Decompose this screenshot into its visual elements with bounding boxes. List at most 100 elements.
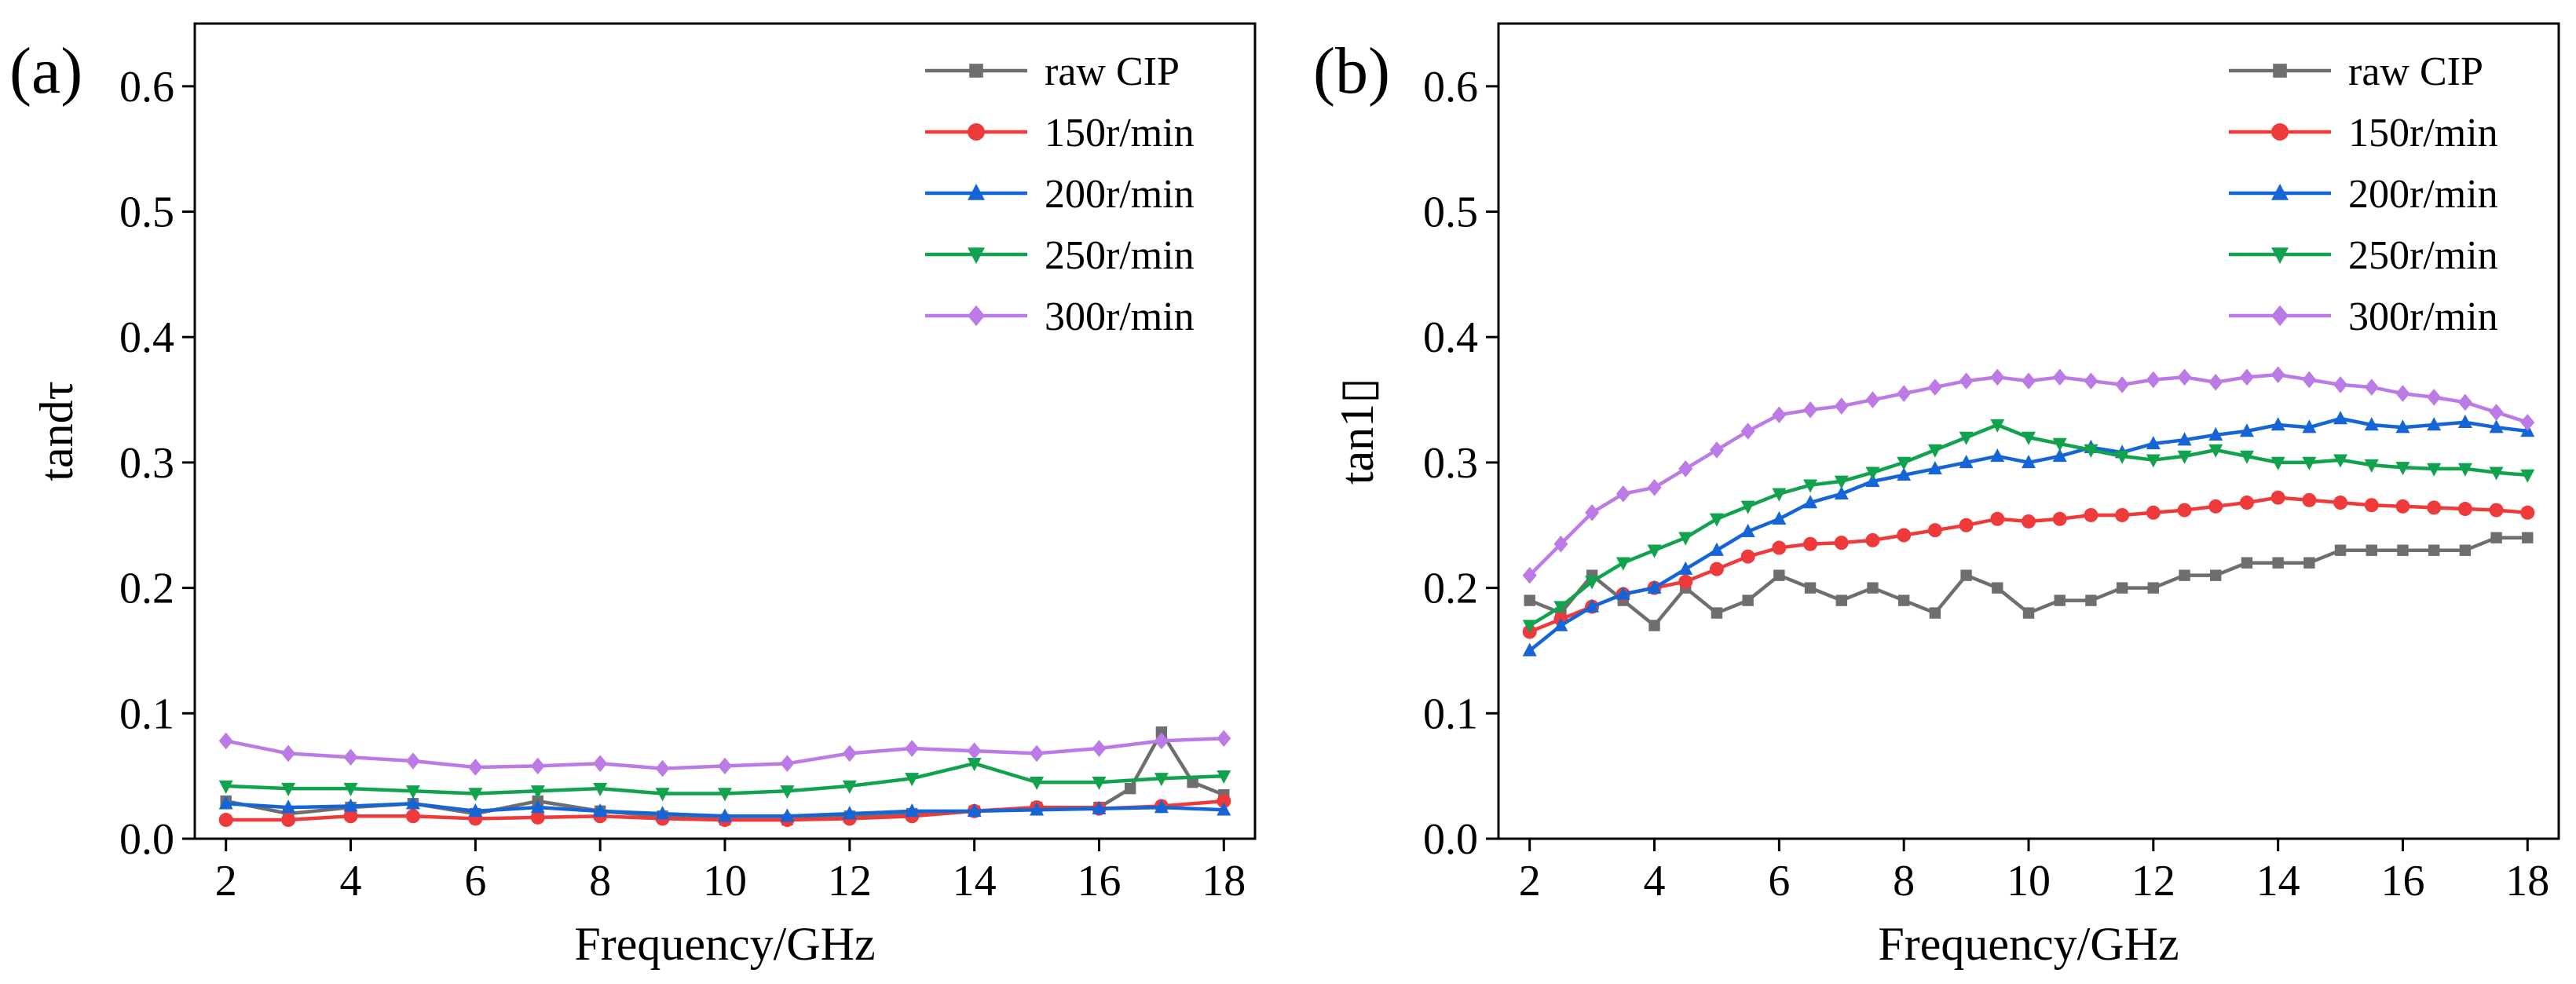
data-point: [1990, 511, 2005, 526]
data-point: [1834, 397, 1849, 415]
legend-marker: [968, 183, 985, 200]
x-tick-label: 4: [340, 857, 362, 905]
x-axis-label: Frequency/GHz: [574, 918, 875, 970]
data-point: [2022, 455, 2036, 469]
data-point: [1897, 466, 1912, 481]
data-point: [2333, 496, 2348, 510]
legend-marker: [968, 247, 985, 265]
data-point: [1092, 776, 1107, 791]
data-point: [1092, 740, 1107, 757]
x-tick-label: 14: [953, 857, 997, 905]
data-point: [2333, 376, 2348, 393]
x-tick-label: 2: [1519, 857, 1541, 905]
legend-entry: 200r/min: [925, 172, 1195, 217]
legend-entry: 250r/min: [2229, 233, 2498, 278]
data-point: [2022, 607, 2035, 619]
legend-label: 250r/min: [2348, 233, 2498, 278]
data-point: [1647, 580, 1662, 594]
data-point: [2208, 426, 2223, 441]
data-point: [1959, 455, 1974, 469]
data-point: [2022, 431, 2036, 445]
data-point: [1804, 582, 1817, 594]
legend-marker: [2271, 183, 2289, 200]
y-tick-label: 0.2: [119, 565, 174, 613]
data-point: [1927, 461, 1942, 475]
data-point: [2489, 466, 2504, 481]
data-point: [2241, 557, 2253, 569]
data-point: [1803, 479, 1818, 493]
y-tick-label: 0.0: [119, 815, 174, 864]
data-point: [1865, 391, 1880, 408]
legend-entry: 300r/min: [925, 294, 1195, 339]
data-point: [655, 806, 670, 820]
data-point: [1960, 569, 1972, 581]
data-point: [1772, 540, 1787, 555]
y-tick-label: 0.3: [1423, 439, 1478, 488]
data-point: [2054, 594, 2066, 606]
series-2: [218, 796, 1231, 822]
data-point: [1740, 500, 1755, 514]
data-point: [2022, 514, 2036, 529]
data-point: [593, 803, 608, 818]
data-point: [2489, 419, 2504, 433]
x-tick-label: 14: [2256, 857, 2300, 905]
data-point: [281, 813, 296, 828]
data-point: [780, 755, 795, 772]
legend-entry: 150r/min: [925, 111, 1195, 155]
data-point: [468, 803, 483, 818]
series-line: [1528, 372, 2530, 577]
data-point: [2146, 436, 2161, 450]
data-point: [1992, 582, 2003, 594]
data-point: [1990, 368, 2005, 386]
data-point: [1709, 562, 1724, 576]
data-point: [2520, 505, 2535, 520]
y-tick-label: 0.4: [1423, 313, 1478, 362]
data-point: [2115, 507, 2130, 522]
data-point: [2052, 368, 2067, 386]
data-point: [218, 796, 233, 810]
legend-entry: raw CIP: [925, 49, 1180, 94]
x-axis-label: Frequency/GHz: [1878, 918, 2179, 970]
data-point: [780, 785, 795, 799]
data-point: [2115, 376, 2130, 393]
data-point: [1553, 535, 1568, 553]
data-point: [2520, 414, 2535, 431]
data-point: [2210, 569, 2222, 581]
data-point: [1522, 642, 1537, 657]
legend-marker: [2271, 247, 2289, 265]
data-point: [1585, 576, 1600, 590]
data-point: [1742, 594, 1754, 606]
data-point: [2272, 557, 2284, 569]
data-point: [718, 788, 732, 802]
legend-marker: [968, 305, 985, 327]
data-point: [2052, 448, 2067, 463]
legend-marker: [2271, 123, 2289, 141]
legend-label: raw CIP: [2348, 49, 2483, 94]
data-point: [1803, 401, 1818, 419]
series-0: [1524, 532, 2534, 631]
data-point: [905, 773, 920, 787]
data-point: [2146, 371, 2161, 389]
data-point: [1522, 566, 1537, 584]
data-point: [2115, 450, 2130, 464]
data-point: [1155, 726, 1168, 738]
data-point: [468, 788, 483, 802]
data-point: [405, 785, 420, 799]
data-point: [2428, 544, 2440, 556]
data-point: [2334, 544, 2347, 556]
data-point: [2084, 507, 2098, 522]
x-tick-label: 10: [703, 857, 747, 905]
x-tick-label: 18: [2505, 857, 2549, 905]
data-point: [2208, 499, 2223, 514]
y-tick-label: 0.1: [1423, 690, 1478, 738]
series-1: [1522, 490, 2535, 639]
data-point: [2457, 463, 2472, 477]
data-point: [2366, 544, 2377, 556]
data-point: [1927, 444, 1942, 458]
data-point: [2302, 419, 2317, 433]
data-point: [1803, 536, 1818, 551]
data-point: [905, 803, 920, 818]
legend-label: raw CIP: [1045, 49, 1180, 94]
y-axis-label: tandτ: [31, 381, 82, 481]
data-point: [2303, 557, 2315, 569]
